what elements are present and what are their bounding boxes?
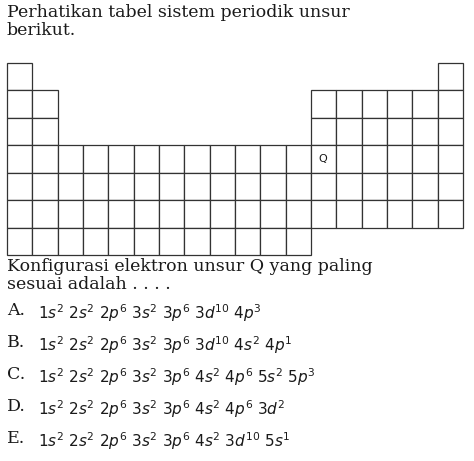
Bar: [7, 145, 32, 173]
Bar: [387, 145, 412, 173]
Text: B.: B.: [7, 334, 25, 351]
Bar: [83, 173, 109, 200]
Text: A.: A.: [7, 302, 25, 319]
Bar: [387, 173, 412, 200]
Bar: [362, 118, 387, 145]
Bar: [159, 200, 184, 228]
Bar: [438, 90, 463, 118]
Bar: [438, 200, 463, 228]
Bar: [337, 145, 362, 173]
Bar: [311, 90, 337, 118]
Bar: [7, 200, 32, 228]
Bar: [412, 90, 438, 118]
Bar: [58, 200, 83, 228]
Bar: [83, 228, 109, 255]
Bar: [7, 90, 32, 118]
Bar: [337, 90, 362, 118]
Text: sesuai adalah . . . .: sesuai adalah . . . .: [7, 276, 171, 293]
Bar: [311, 173, 337, 200]
Text: berikut.: berikut.: [7, 22, 76, 39]
Bar: [184, 200, 210, 228]
Bar: [134, 145, 159, 173]
Bar: [32, 145, 58, 173]
Bar: [438, 173, 463, 200]
Bar: [210, 173, 235, 200]
Bar: [311, 145, 337, 173]
Bar: [438, 145, 463, 173]
Bar: [362, 90, 387, 118]
Bar: [159, 228, 184, 255]
Bar: [260, 145, 286, 173]
Bar: [387, 90, 412, 118]
Bar: [311, 118, 337, 145]
Text: C.: C.: [7, 366, 25, 383]
Bar: [109, 200, 134, 228]
Bar: [32, 90, 58, 118]
Bar: [159, 173, 184, 200]
Bar: [7, 118, 32, 145]
Bar: [235, 145, 260, 173]
Bar: [109, 173, 134, 200]
Bar: [109, 145, 134, 173]
Bar: [58, 228, 83, 255]
Bar: [7, 63, 32, 90]
Bar: [412, 173, 438, 200]
Bar: [159, 145, 184, 173]
Text: D.: D.: [7, 398, 26, 415]
Text: Perhatikan tabel sistem periodik unsur: Perhatikan tabel sistem periodik unsur: [7, 4, 350, 21]
Bar: [184, 173, 210, 200]
Bar: [235, 200, 260, 228]
Bar: [286, 145, 311, 173]
Bar: [438, 63, 463, 90]
Text: $1s^2\ 2s^2\ 2p^6\ 3s^2\ 3p^6\ 3d^{10}\ 4s^2\ 4p^1$: $1s^2\ 2s^2\ 2p^6\ 3s^2\ 3p^6\ 3d^{10}\ …: [38, 334, 292, 356]
Bar: [286, 228, 311, 255]
Bar: [7, 173, 32, 200]
Bar: [337, 118, 362, 145]
Bar: [83, 145, 109, 173]
Bar: [438, 118, 463, 145]
Bar: [235, 228, 260, 255]
Bar: [387, 200, 412, 228]
Bar: [134, 200, 159, 228]
Bar: [412, 145, 438, 173]
Bar: [32, 228, 58, 255]
Bar: [412, 118, 438, 145]
Bar: [32, 173, 58, 200]
Bar: [210, 200, 235, 228]
Text: $1s^2\ 2s^2\ 2p^6\ 3s^2\ 3p^6\ 4s^2\ 4p^6\ 3d^2$: $1s^2\ 2s^2\ 2p^6\ 3s^2\ 3p^6\ 4s^2\ 4p^…: [38, 398, 285, 420]
Bar: [311, 200, 337, 228]
Bar: [286, 200, 311, 228]
Bar: [32, 118, 58, 145]
Text: Q: Q: [318, 154, 327, 164]
Bar: [260, 173, 286, 200]
Bar: [337, 173, 362, 200]
Text: $1s^2\ 2s^2\ 2p^6\ 3s^2\ 3p^6\ 3d^{10}\ 4p^3$: $1s^2\ 2s^2\ 2p^6\ 3s^2\ 3p^6\ 3d^{10}\ …: [38, 302, 262, 324]
Text: $1s^2\ 2s^2\ 2p^6\ 3s^2\ 3p^6\ 4s^2\ 4p^6\ 5s^2\ 5p^3$: $1s^2\ 2s^2\ 2p^6\ 3s^2\ 3p^6\ 4s^2\ 4p^…: [38, 366, 316, 388]
Bar: [260, 200, 286, 228]
Bar: [387, 118, 412, 145]
Text: Konfigurasi elektron unsur Q yang paling: Konfigurasi elektron unsur Q yang paling: [7, 258, 373, 275]
Bar: [362, 145, 387, 173]
Bar: [337, 200, 362, 228]
Bar: [235, 173, 260, 200]
Bar: [184, 145, 210, 173]
Text: $1s^2\ 2s^2\ 2p^6\ 3s^2\ 3p^6\ 4s^2\ 3d^{10}\ 5s^1$: $1s^2\ 2s^2\ 2p^6\ 3s^2\ 3p^6\ 4s^2\ 3d^…: [38, 430, 291, 452]
Bar: [210, 228, 235, 255]
Bar: [134, 228, 159, 255]
Bar: [210, 145, 235, 173]
Bar: [32, 200, 58, 228]
Text: E.: E.: [7, 430, 25, 447]
Bar: [260, 228, 286, 255]
Bar: [134, 173, 159, 200]
Bar: [109, 228, 134, 255]
Bar: [362, 200, 387, 228]
Bar: [184, 228, 210, 255]
Bar: [362, 173, 387, 200]
Bar: [7, 228, 32, 255]
Bar: [83, 200, 109, 228]
Bar: [58, 173, 83, 200]
Bar: [286, 173, 311, 200]
Bar: [58, 145, 83, 173]
Bar: [412, 200, 438, 228]
